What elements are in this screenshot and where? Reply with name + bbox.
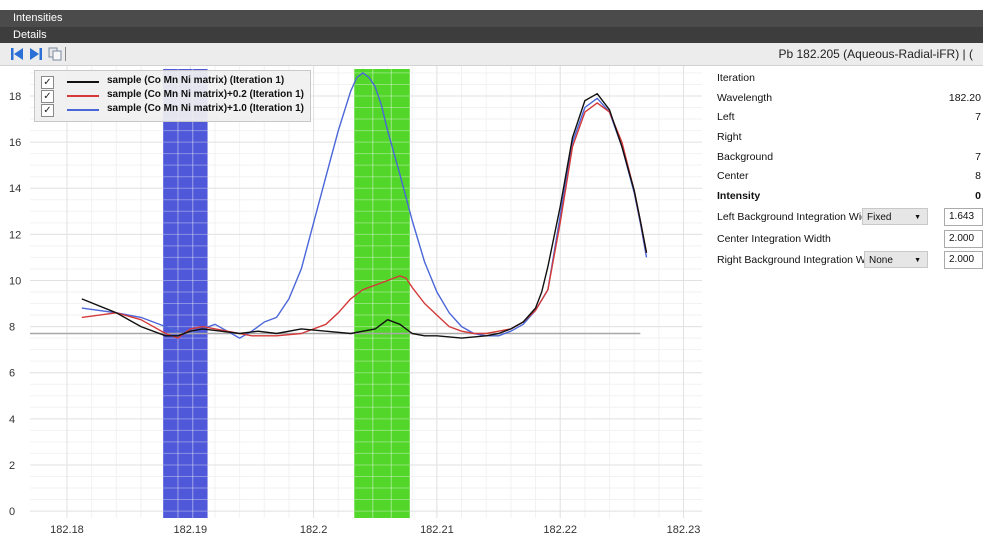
details-label[interactable]: Details: [13, 29, 47, 41]
legend-swatch: [67, 109, 99, 111]
legend-checkbox[interactable]: ✓: [41, 76, 54, 89]
left-value: 7: [975, 111, 981, 123]
y-tick-label: 12: [9, 229, 21, 241]
legend-swatch: [67, 81, 99, 83]
y-tick-label: 16: [9, 137, 21, 149]
legend-label: sample (Co Mn Ni matrix)+0.2 (Iteration …: [107, 89, 304, 100]
element-title: Pb 182.205 (Aqueous-Radial-iFR) | (: [778, 47, 973, 61]
legend-checkbox[interactable]: ✓: [41, 104, 54, 117]
legend-label: sample (Co Mn Ni matrix)+1.0 (Iteration …: [107, 103, 304, 114]
y-tick-label: 18: [9, 91, 21, 103]
chevron-down-icon: ▼: [914, 214, 921, 221]
background-label: Background: [717, 151, 774, 163]
y-tick-label: 6: [9, 368, 15, 380]
window-title-bar: Intensities: [0, 10, 983, 27]
legend-checkbox[interactable]: ✓: [41, 90, 54, 103]
legend-label: sample (Co Mn Ni matrix) (Iteration 1): [107, 75, 285, 86]
details-bar[interactable]: Details: [0, 27, 983, 43]
next-icon[interactable]: [28, 46, 44, 62]
y-tick-label: 10: [9, 275, 21, 287]
x-tick-label: 182.22: [543, 524, 577, 535]
wavelength-value: 182.20: [948, 92, 981, 104]
left-bg-mode-select[interactable]: Fixed ▼: [862, 208, 928, 225]
y-tick-label: 14: [9, 183, 21, 195]
left-bg-width-label: Left Background Integration Width: [717, 211, 876, 223]
x-tick-label: 182.2: [300, 524, 328, 535]
series-line-2: [81, 102, 648, 339]
right-bg-width-input[interactable]: 2.000: [944, 251, 983, 269]
x-tick-label: 182.18: [50, 524, 84, 535]
first-icon[interactable]: [9, 46, 25, 62]
intensity-chart[interactable]: 0 2 4 6 8 10 12 14 16 18 182.18 182.19 182.2 182.21 18…: [0, 66, 705, 535]
toolbar: Pb 182.205 (Aqueous-Radial-iFR) | (: [0, 43, 983, 66]
integration-region-center: [354, 69, 410, 518]
center-value: 8: [975, 170, 981, 182]
integration-region-left-background: [163, 69, 208, 518]
toolbar-separator: [65, 47, 66, 61]
x-tick-label: 182.23: [667, 524, 701, 535]
y-tick-label: 4: [9, 414, 15, 426]
right-bg-mode-select[interactable]: None ▼: [864, 251, 928, 268]
center-width-label: Center Integration Width: [717, 233, 831, 245]
intensity-value: 0: [975, 190, 981, 202]
chart-legend: ✓ sample (Co Mn Ni matrix) (Iteration 1)…: [34, 70, 311, 122]
left-bg-width-input[interactable]: 1.643: [944, 208, 983, 226]
right-label: Right: [717, 131, 742, 143]
background-value: 7: [975, 151, 981, 163]
legend-swatch: [67, 95, 99, 97]
wavelength-label: Wavelength: [717, 92, 773, 104]
left-label: Left: [717, 111, 735, 123]
y-tick-label: 0: [9, 506, 15, 518]
x-tick-label: 182.21: [420, 524, 454, 535]
series-line-1: [81, 93, 648, 339]
center-width-input[interactable]: 2.000: [944, 230, 983, 248]
window-title: Intensities: [13, 12, 63, 24]
y-tick-label: 8: [9, 322, 15, 334]
right-bg-width-label: Right Background Integration Width: [717, 254, 883, 266]
copy-icon[interactable]: [47, 46, 63, 62]
left-bg-mode-value: Fixed: [867, 212, 892, 223]
right-bg-mode-value: None: [869, 255, 893, 266]
x-tick-label: 182.19: [173, 524, 207, 535]
properties-panel: Iteration Wavelength 182.20 Left 7 Right…: [712, 66, 983, 535]
intensity-label: Intensity: [717, 190, 761, 202]
iteration-label: Iteration: [717, 72, 755, 84]
chevron-down-icon: ▼: [914, 257, 921, 264]
center-label: Center: [717, 170, 749, 182]
series-line-3: [81, 72, 648, 339]
y-tick-label: 2: [9, 460, 15, 472]
